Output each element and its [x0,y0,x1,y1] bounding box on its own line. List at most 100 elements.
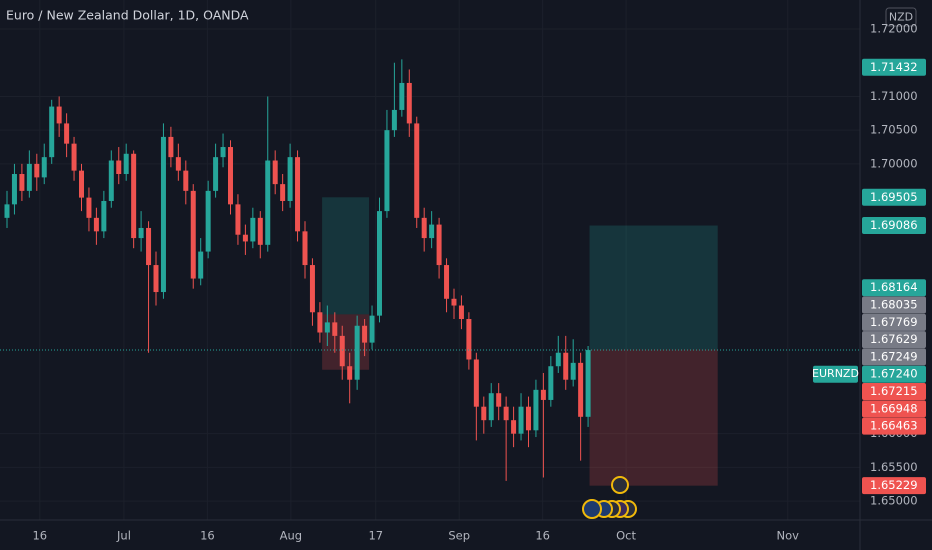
candle-body [123,153,129,175]
candle-body [317,312,323,333]
candle-body [108,160,114,201]
candle-body [11,174,17,205]
candle-body [458,305,464,320]
candle-body [414,123,420,218]
candle-body [324,322,330,333]
candle-body [384,130,390,212]
candle-body [183,170,189,191]
price-label: 1.69086 [870,218,918,232]
x-tick-label: Jul [116,529,131,543]
x-tick-label: 16 [535,529,550,543]
candle-body [563,352,569,380]
currency-badge [885,7,917,27]
candle-body [272,160,278,185]
candle-body [265,160,271,245]
candle-body [116,160,122,175]
candle-body [175,157,181,171]
candle-body [160,136,166,293]
candle-body [138,227,144,239]
price-badge [862,279,926,297]
candle-body [34,163,40,178]
candle-body [250,217,256,242]
candle-body [570,362,576,380]
x-tick-label: Nov [777,529,800,543]
candle-body [339,335,345,367]
symbol-label: EURNZD [812,367,859,380]
candle-body [257,217,263,245]
price-badge [862,188,926,206]
candle-body [578,362,584,417]
candle-body [101,200,107,232]
candle-body [354,325,360,380]
price-label: 1.65229 [870,478,918,492]
candle-body [93,217,99,232]
loss-zone [322,314,370,370]
candle-body [168,136,174,158]
candle-body [227,147,233,205]
price-label: 1.69505 [870,190,918,204]
candle-body [421,217,427,239]
candle-body [4,204,10,218]
candle-body [19,174,25,191]
symbol-title: Euro / New Zealand Dollar, 1D, OANDA [6,8,249,23]
candle-body [555,352,561,367]
candle-body [540,389,546,400]
candle-body [473,359,479,407]
symbol-badge [813,365,858,383]
candle-body [399,82,405,110]
candle-body [496,393,502,407]
candle-body [79,170,85,198]
y-tick-label: 1.70000 [870,156,918,170]
candle-body [302,231,308,266]
candle-body [518,406,524,434]
candle-body [131,153,137,239]
candle-body [86,197,92,218]
price-label: 1.66463 [870,419,918,433]
candle-body [49,106,55,158]
price-label: 1.68164 [870,280,918,294]
candle-body [362,325,368,343]
candle-body [406,82,412,124]
price-label: 1.66948 [870,401,918,415]
candle-body [56,106,62,124]
y-tick-label: 1.65500 [870,460,918,474]
price-badge [862,217,926,235]
candle-body [533,389,539,431]
price-badge [862,348,926,366]
price-badge [862,383,926,401]
candle-body [444,265,450,299]
currency: NZD [889,11,913,24]
candle-body [376,211,382,316]
candle-body [242,234,248,242]
price-label: 1.67240 [870,367,918,381]
candle-body [347,366,353,380]
candle-body [429,224,435,239]
x-tick-label: 16 [200,529,215,543]
x-tick-label: Oct [616,529,636,543]
candle-body [64,123,70,144]
candle-body [466,319,472,360]
plot-area [0,59,860,486]
y-tick-label: 1.71000 [870,89,918,103]
candle-body [153,265,159,293]
profit-zone [322,197,370,315]
price-label: 1.67769 [870,315,918,329]
candle-body [41,157,47,178]
price-label: 1.67629 [870,332,918,346]
price-badge [862,313,926,331]
candle-body [369,315,375,343]
price-badge [862,417,926,435]
event-icon [582,499,602,519]
candle-body [332,322,338,336]
candle-body [220,147,226,158]
candle-body [205,190,211,252]
x-tick-label: 17 [368,529,383,543]
price-badge [862,477,926,495]
candle-body [391,109,397,131]
candle-body [525,406,531,431]
x-tick-label: 16 [32,529,47,543]
y-tick-label: 1.65000 [870,494,918,508]
candle-body [451,298,457,306]
price-badge [862,400,926,418]
